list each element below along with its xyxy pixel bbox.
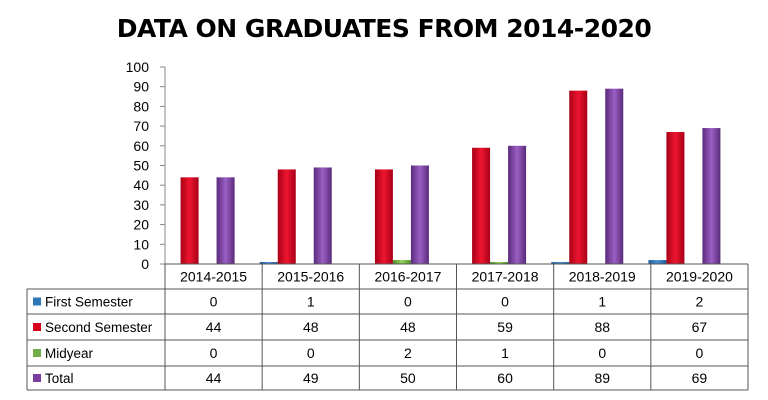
bar-total-2018-2019	[605, 88, 624, 264]
bar-first-semester-2019-2020	[648, 260, 667, 264]
bar-midyear-2017-2018	[490, 262, 509, 264]
legend-key-midyear	[33, 349, 41, 357]
data-label: 0	[307, 345, 315, 361]
data-label: 50	[400, 370, 416, 386]
data-label: 0	[598, 345, 606, 361]
y-axis: 0 10 20 30 40 50 60 70 80 90 100	[126, 59, 165, 272]
y-tick-label: 0	[141, 256, 149, 272]
legend-key-first-semester	[33, 297, 41, 306]
data-label: 44	[206, 370, 222, 386]
data-label: 67	[692, 319, 708, 335]
x-tick-label: 2014-2015	[180, 269, 247, 285]
y-tick-label: 100	[126, 59, 150, 75]
data-label: 0	[404, 294, 412, 310]
y-tick-label: 70	[133, 118, 149, 134]
y-tick-label: 10	[133, 236, 149, 252]
bar-first-semester-2015-2016	[259, 262, 278, 264]
data-label: 2	[404, 345, 412, 361]
bar-first-semester-2018-2019	[551, 262, 570, 264]
data-table: 2014-2015 2015-2016 2016-2017 2017-2018 2018…	[26, 263, 749, 391]
data-label: 69	[692, 370, 708, 386]
bar-midyear-2016-2017	[392, 260, 411, 264]
data-label: 60	[497, 370, 513, 386]
bar-total-2019-2020	[702, 128, 721, 264]
chart-title: DATA ON GRADUATES FROM 2014-2020	[116, 14, 652, 43]
bar-second-semester-2014-2015	[180, 177, 199, 264]
legend-key-total	[33, 374, 41, 382]
data-label: 0	[210, 294, 218, 310]
bar-second-semester-2018-2019	[569, 90, 588, 264]
bar-total-2017-2018	[508, 145, 527, 264]
data-label: 48	[400, 319, 416, 335]
data-label: 88	[594, 319, 610, 335]
y-tick-label: 60	[133, 138, 149, 154]
bar-total-2016-2017	[410, 165, 429, 264]
data-label: 1	[598, 294, 606, 310]
data-label: 0	[501, 294, 509, 310]
bar-second-semester-2015-2016	[277, 169, 296, 264]
bar-second-semester-2019-2020	[666, 132, 685, 264]
data-label: 0	[696, 345, 704, 361]
data-label: 2	[696, 294, 704, 310]
bar-total-2015-2016	[313, 167, 332, 264]
y-tick-label: 30	[133, 197, 149, 213]
data-label: 1	[501, 345, 509, 361]
data-label: 48	[303, 319, 319, 335]
x-tick-label: 2016-2017	[374, 269, 441, 285]
bar-second-semester-2016-2017	[374, 169, 393, 264]
legend-label: First Semester	[45, 295, 133, 310]
bar-second-semester-2017-2018	[472, 147, 491, 264]
legend-label: Midyear	[45, 346, 94, 361]
x-tick-label: 2015-2016	[277, 269, 344, 285]
bars	[180, 88, 721, 264]
x-tick-label: 2017-2018	[472, 269, 539, 285]
legend-key-second-semester	[33, 323, 41, 331]
data-label: 1	[307, 294, 315, 310]
y-tick-label: 40	[133, 177, 149, 193]
data-label: 89	[594, 370, 610, 386]
legend-label: Total	[45, 371, 74, 386]
x-tick-label: 2019-2020	[666, 269, 733, 285]
y-tick-label: 20	[133, 217, 149, 233]
legend-label: Second Semester	[45, 320, 153, 335]
y-tick-label: 50	[133, 158, 149, 174]
data-label: 0	[210, 345, 218, 361]
bar-total-2014-2015	[216, 177, 235, 264]
y-tick-label: 80	[133, 98, 149, 114]
y-tick-label: 90	[133, 79, 149, 95]
data-label: 44	[206, 319, 222, 335]
x-tick-label: 2018-2019	[569, 269, 636, 285]
data-label: 59	[497, 319, 513, 335]
data-label: 49	[303, 370, 319, 386]
